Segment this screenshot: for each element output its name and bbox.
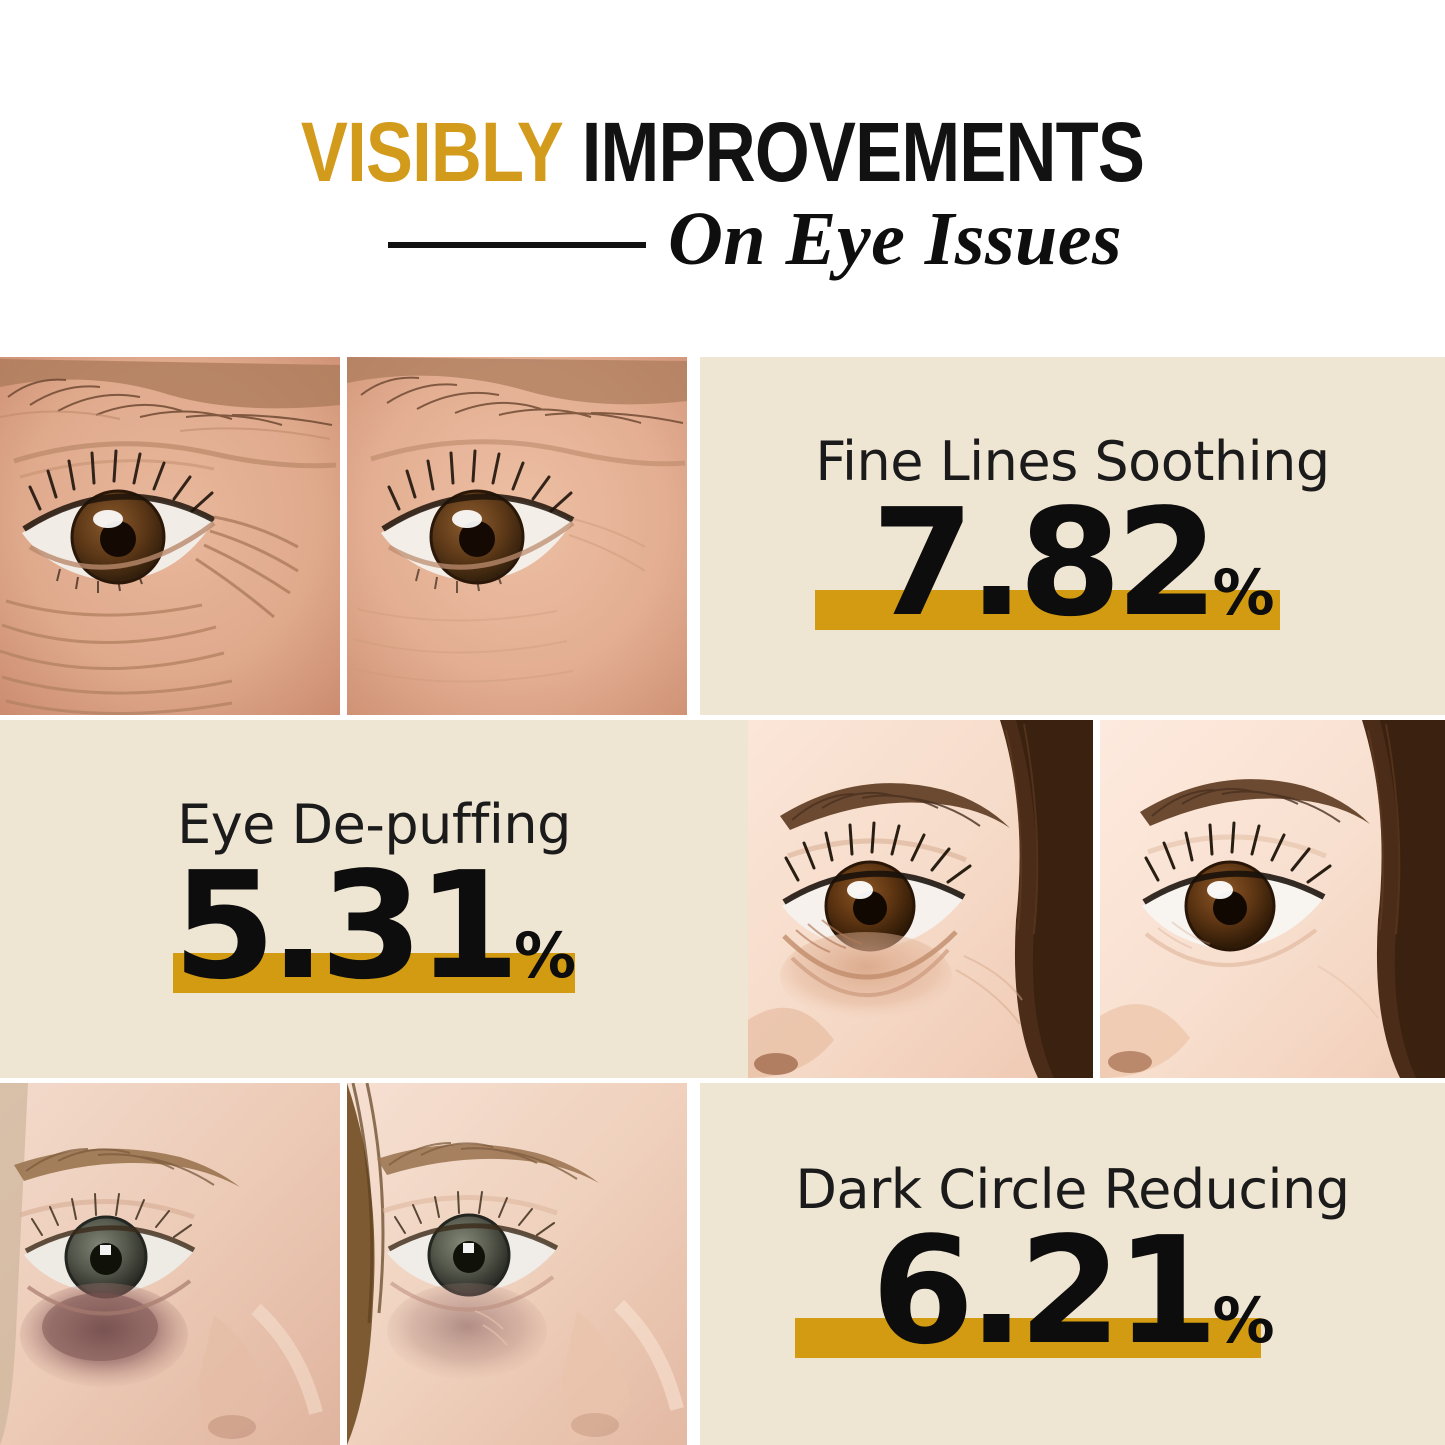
photo-pair-fine-lines [0, 357, 700, 715]
header-banner: VISIBLY IMPROVEMENTS On Eye Issues [0, 0, 1445, 357]
title-divider-rule [388, 242, 646, 248]
stat-row-dark-circle: Dark Circle Reducing 6.21% [0, 1083, 1445, 1445]
stat-block-dark-circle: Dark Circle Reducing 6.21% [795, 1157, 1350, 1366]
stat-label-de-puffing: Eye De-puffing [177, 792, 571, 856]
photo-fine-lines-after [347, 357, 687, 715]
stat-unit-dark-circle: % [1212, 1284, 1275, 1358]
stat-highlight-bar-fine-lines [815, 590, 1281, 631]
stat-highlight-bar-dark-circle [795, 1318, 1262, 1359]
stat-row-fine-lines: Fine Lines Soothing 7.82% [0, 357, 1445, 715]
stat-label-dark-circle: Dark Circle Reducing [795, 1157, 1350, 1221]
photo-de-puffing-before [748, 720, 1093, 1078]
stat-number-dark-circle: 6.21 [871, 1205, 1218, 1378]
stat-block-fine-lines: Fine Lines Soothing 7.82% [815, 429, 1330, 638]
stat-value-wrap-de-puffing: 5.31% [172, 851, 576, 1001]
stat-value-de-puffing: 5.31% [173, 851, 576, 1031]
stat-unit-fine-lines: % [1212, 556, 1275, 630]
stat-value-fine-lines: 7.82% [815, 488, 1329, 668]
stat-unit-de-puffing: % [514, 919, 576, 993]
stat-panel-fine-lines: Fine Lines Soothing 7.82% [700, 357, 1445, 715]
stat-panel-dark-circle: Dark Circle Reducing 6.21% [700, 1083, 1445, 1445]
photo-pair-de-puffing [748, 720, 1445, 1078]
page-subtitle: On Eye Issues [668, 197, 1123, 281]
photo-de-puffing-after [1100, 720, 1445, 1078]
stat-value-wrap-fine-lines: 7.82% [815, 488, 1329, 638]
title-rest-word: IMPROVEMENTS [581, 105, 1145, 199]
subtitle-row: On Eye Issues [0, 196, 1445, 296]
photo-dark-circle-before [0, 1083, 340, 1445]
photo-pair-dark-circle [0, 1083, 700, 1445]
stat-panel-de-puffing: Eye De-puffing 5.31% [0, 720, 748, 1078]
photo-fine-lines-before [0, 357, 340, 715]
stat-highlight-bar-de-puffing [172, 953, 575, 994]
page-title: VISIBLY IMPROVEMENTS [116, 110, 1330, 194]
stat-block-de-puffing: Eye De-puffing 5.31% [172, 792, 576, 1001]
stat-label-fine-lines: Fine Lines Soothing [815, 429, 1330, 493]
title-highlight-word: VISIBLY [300, 105, 564, 199]
stat-row-de-puffing: Eye De-puffing 5.31% [0, 720, 1445, 1078]
stat-number-de-puffing: 5.31 [172, 840, 520, 1013]
stat-value-dark-circle: 6.21% [795, 1216, 1349, 1396]
stat-number-fine-lines: 7.82 [871, 477, 1218, 650]
photo-dark-circle-after [347, 1083, 687, 1445]
stat-value-wrap-dark-circle: 6.21% [795, 1216, 1349, 1366]
